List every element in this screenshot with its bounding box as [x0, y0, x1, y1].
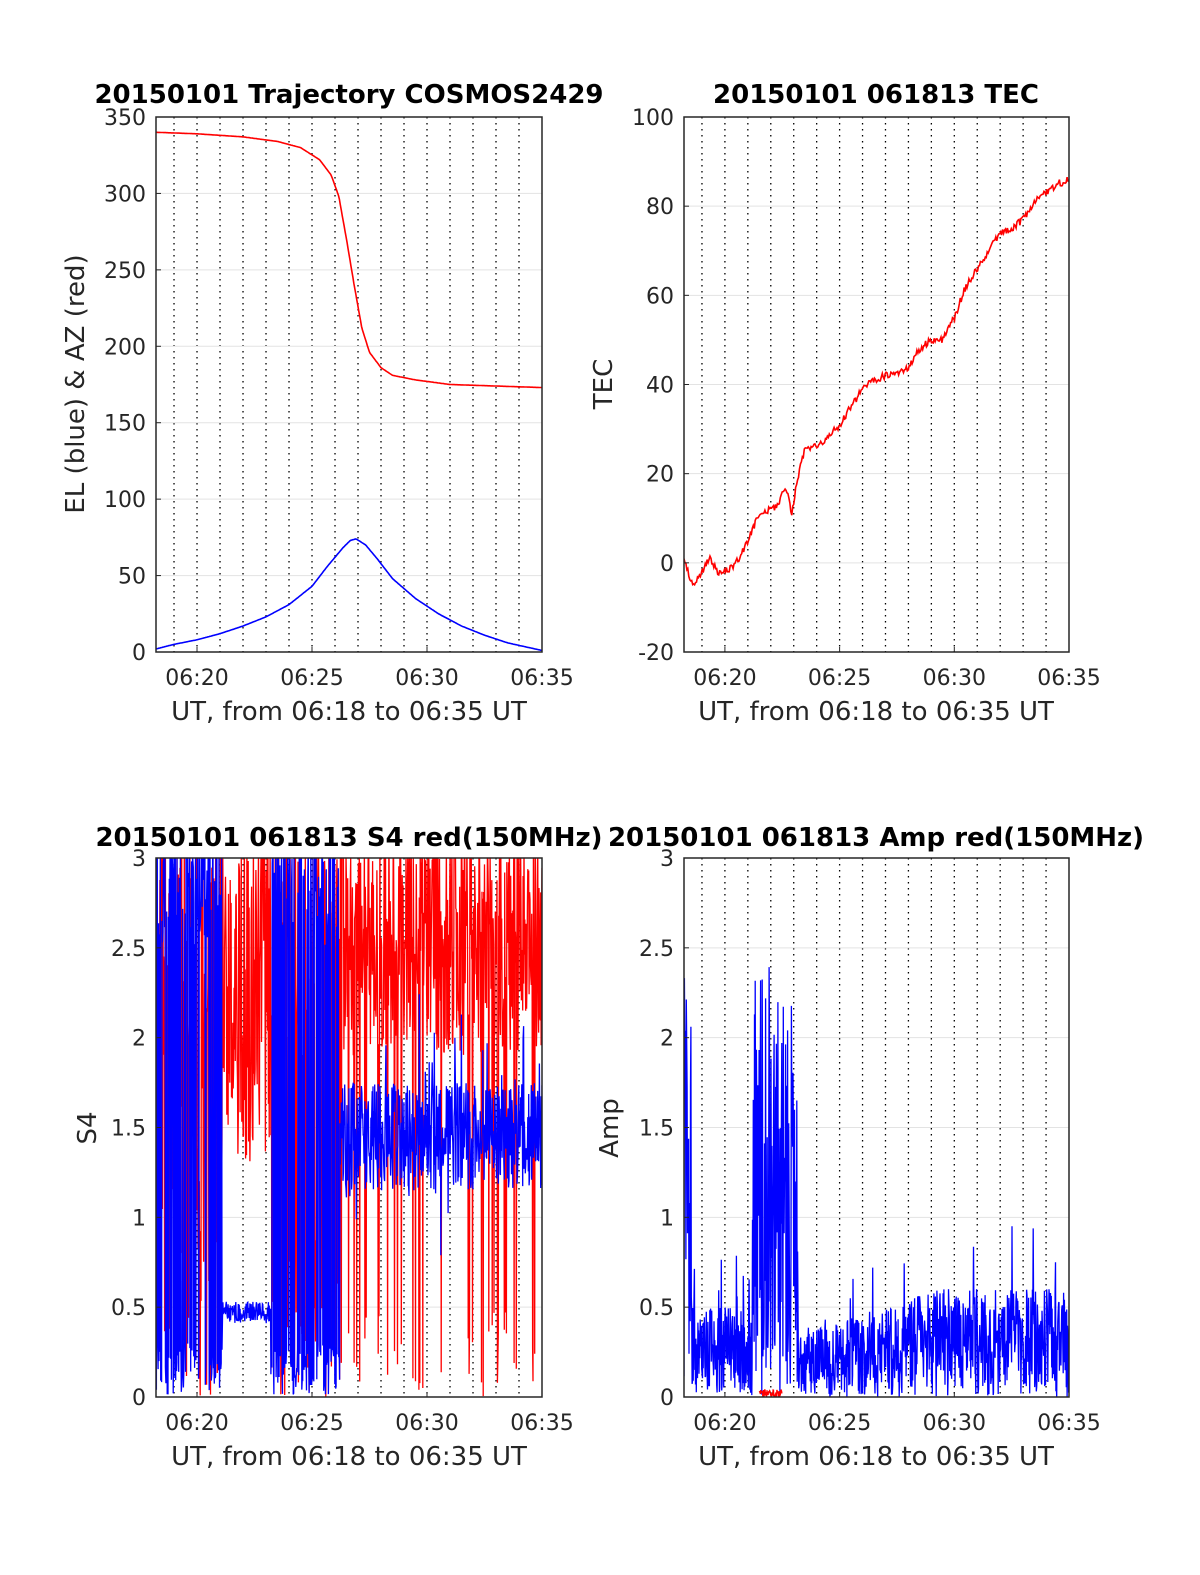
x-axis-label: UT, from 06:18 to 06:35 UT	[171, 1442, 527, 1472]
y-tick-label: 0	[660, 552, 674, 577]
panel-trajectory: 0 50 100 150 200 250 300 350 06:20 06:25 06:30 06:3…	[61, 80, 604, 727]
x-tick-label: 06:25	[280, 1411, 343, 1436]
y-tick-label: 2.5	[639, 937, 674, 962]
y-tick-label: 200	[104, 335, 146, 360]
panel-tec: -20 0 20 40 60 80 100 06:20 06:25 06:30 06:35 2015…	[589, 80, 1101, 727]
series-line	[156, 131, 542, 389]
y-tick-label: 40	[646, 374, 674, 399]
y-axis-label: S4	[73, 1111, 103, 1144]
y-tick-label: 2	[132, 1027, 146, 1052]
x-tick-label: 06:35	[510, 666, 573, 691]
y-tick-label: 50	[118, 565, 146, 590]
y-tick-label: 0	[132, 1386, 146, 1411]
plot-lines	[156, 858, 542, 1397]
y-tick-label: 150	[104, 412, 146, 437]
series-line	[156, 858, 542, 1397]
y-tick-label: 80	[646, 195, 674, 220]
series-line	[684, 177, 1069, 587]
x-tick-label: 06:30	[923, 666, 986, 691]
series-line	[156, 858, 542, 1395]
ticks: 0 50 100 150 200 250 300 350 06:20 06:25 06:30 06:3…	[104, 106, 574, 691]
series-line	[156, 538, 542, 652]
panel-amp: 0 0.5 1 1.5 2 2.5 3 06:20 06:25 06:30 06:35 201501…	[595, 823, 1144, 1472]
x-tick-label: 06:35	[1037, 1411, 1100, 1436]
plot-lines	[684, 177, 1069, 587]
y-tick-label: -20	[638, 641, 674, 666]
plot-lines	[156, 131, 542, 652]
ticks: 0 0.5 1 1.5 2 2.5 3 06:20 06:25 06:30 06:35	[639, 847, 1101, 1436]
panel-s4: 0 0.5 1 1.5 2 2.5 3 06:20 06:25 06:30 06:35 201501…	[73, 823, 603, 1472]
y-axis-label: Amp	[595, 1098, 625, 1158]
y-tick-label: 0.5	[111, 1296, 146, 1321]
plot-area	[156, 117, 542, 652]
x-tick-label: 06:35	[1037, 666, 1100, 691]
series-line	[684, 967, 1069, 1397]
y-axis-label: EL (blue) & AZ (red)	[61, 254, 91, 513]
y-tick-label: 1.5	[111, 1117, 146, 1142]
y-tick-label: 0.5	[639, 1296, 674, 1321]
y-tick-label: 3	[132, 847, 146, 872]
y-tick-label: 250	[104, 259, 146, 284]
x-tick-label: 06:20	[165, 666, 228, 691]
x-axis-label: UT, from 06:18 to 06:35 UT	[171, 697, 527, 727]
y-tick-label: 1	[132, 1206, 146, 1231]
x-tick-label: 06:35	[510, 1411, 573, 1436]
y-tick-label: 100	[104, 488, 146, 513]
y-tick-label: 2.5	[111, 937, 146, 962]
x-tick-label: 06:25	[280, 666, 343, 691]
y-tick-label: 1.5	[639, 1117, 674, 1142]
y-tick-label: 0	[132, 641, 146, 666]
x-tick-label: 06:25	[808, 1411, 871, 1436]
x-axis-label: UT, from 06:18 to 06:35 UT	[698, 1442, 1054, 1472]
x-axis-label: UT, from 06:18 to 06:35 UT	[698, 697, 1054, 727]
y-tick-label: 20	[646, 463, 674, 488]
y-tick-label: 2	[660, 1027, 674, 1052]
y-tick-label: 0	[660, 1386, 674, 1411]
axes-box	[155, 116, 543, 653]
y-tick-label: 3	[660, 847, 674, 872]
y-tick-label: 1	[660, 1206, 674, 1231]
x-tick-label: 06:25	[808, 666, 871, 691]
ticks: -20 0 20 40 60 80 100 06:20 06:25 06:30 06:35	[632, 106, 1101, 691]
chart-title: 20150101 Trajectory COSMOS2429	[94, 80, 603, 110]
chart-title: 20150101 061813 Amp red(150MHz)	[608, 823, 1144, 853]
x-tick-label: 06:20	[693, 666, 756, 691]
y-tick-label: 60	[646, 284, 674, 309]
y-axis-label: TEC	[589, 359, 619, 410]
chart-title: 20150101 061813 TEC	[713, 80, 1039, 110]
chart-title: 20150101 061813 S4 red(150MHz)	[95, 823, 602, 853]
x-tick-label: 06:30	[923, 1411, 986, 1436]
x-tick-label: 06:20	[165, 1411, 228, 1436]
y-tick-label: 350	[104, 106, 146, 131]
ticks: 0 0.5 1 1.5 2 2.5 3 06:20 06:25 06:30 06:35	[111, 847, 574, 1436]
y-tick-label: 300	[104, 182, 146, 207]
x-tick-label: 06:20	[693, 1411, 756, 1436]
x-tick-label: 06:30	[395, 666, 458, 691]
y-tick-label: 100	[632, 106, 674, 131]
x-tick-label: 06:30	[395, 1411, 458, 1436]
